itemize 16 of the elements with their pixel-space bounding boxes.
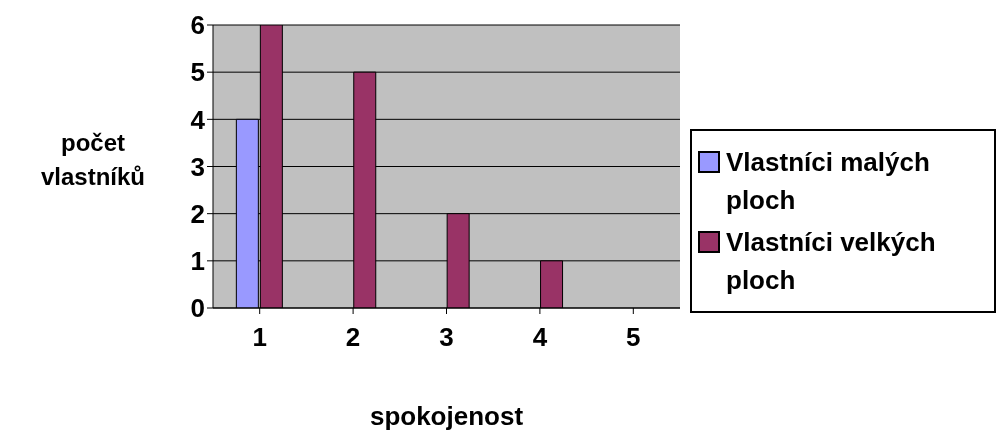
- x-tick-label: 3: [439, 322, 454, 353]
- x-tick-label: 5: [626, 322, 641, 353]
- y-tick-label: 1: [190, 246, 205, 277]
- x-tick-label: 4: [532, 322, 548, 353]
- y-tick-label: 5: [190, 57, 205, 88]
- y-tick-label: 0: [190, 293, 205, 324]
- y-axis-title: počet vlastníků: [39, 128, 146, 192]
- y-tick-label: 3: [190, 151, 205, 182]
- x-tick-label: 2: [345, 322, 361, 353]
- x-axis-title: spokojenost: [369, 401, 524, 431]
- legend-label: Vlastníci velkých ploch: [726, 225, 937, 297]
- legend-label: Vlastníci malých ploch: [726, 145, 931, 217]
- y-tick-label: 6: [190, 10, 205, 41]
- y-tick-label: 2: [190, 198, 205, 229]
- x-tick-label: 1: [252, 322, 267, 353]
- y-tick-label: 4: [190, 104, 206, 135]
